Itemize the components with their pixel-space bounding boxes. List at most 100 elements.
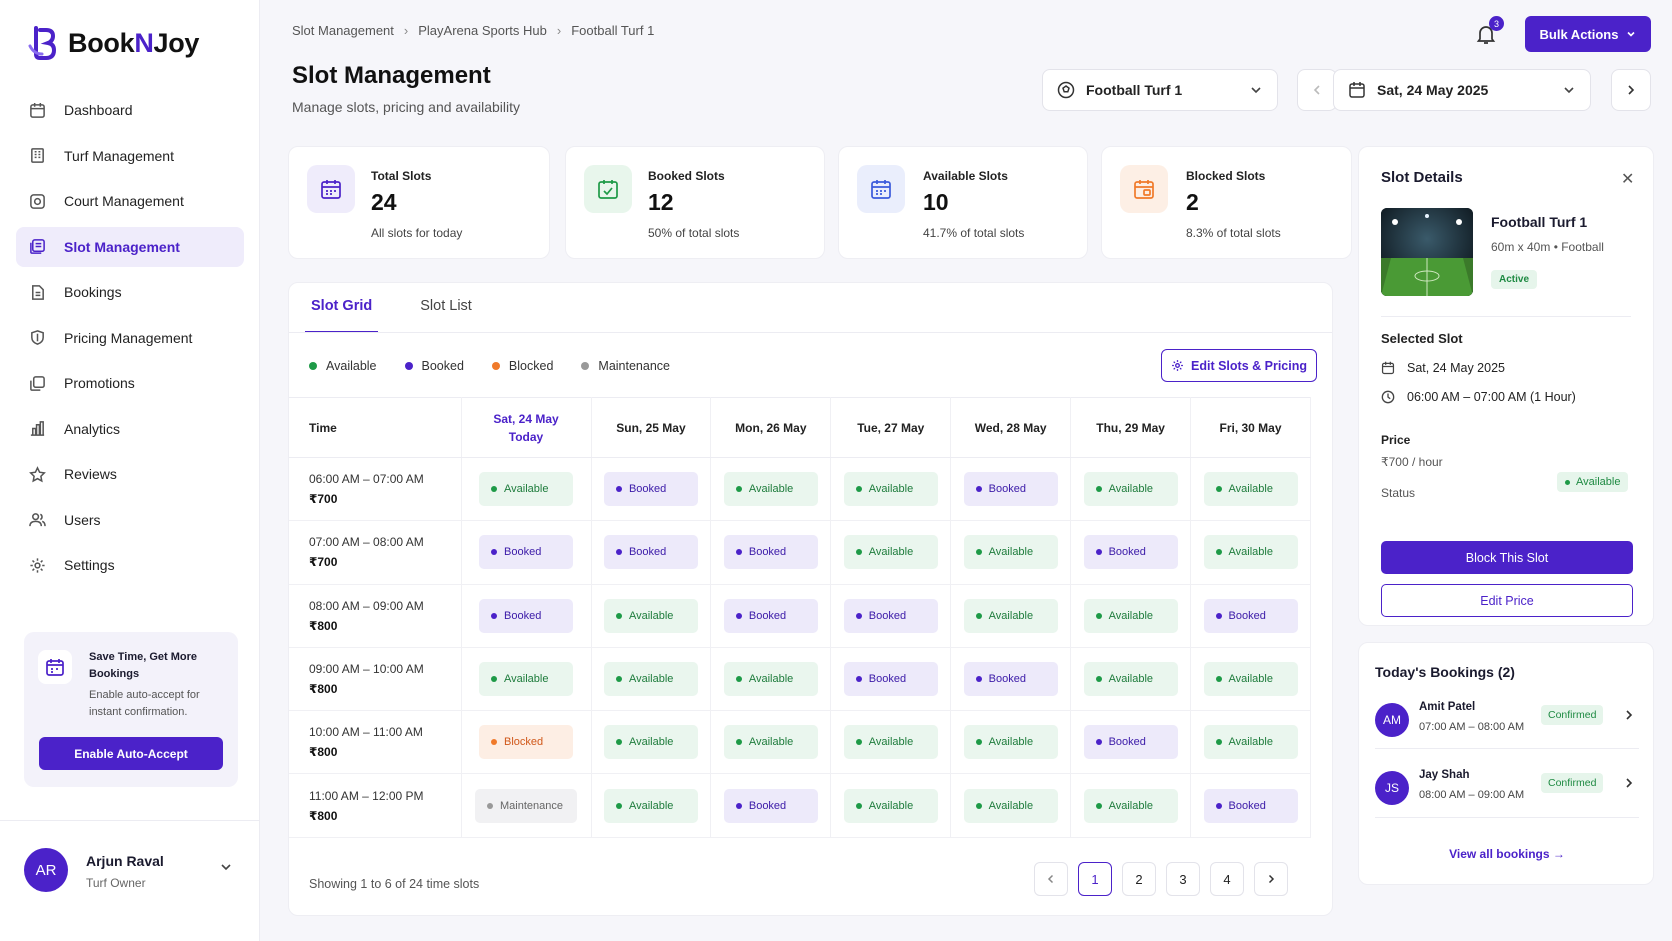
sidebar-item-slot-management[interactable]: Slot Management xyxy=(16,226,244,267)
slot-status-chip[interactable]: Blocked xyxy=(479,725,573,760)
sidebar-item-settings[interactable]: Settings xyxy=(16,545,244,585)
page-button[interactable]: 3 xyxy=(1166,862,1200,896)
slot-status-label: Available xyxy=(748,483,794,496)
user-profile[interactable]: AR Arjun Raval Turf Owner xyxy=(0,820,259,941)
chevron-right-icon[interactable] xyxy=(1623,709,1635,721)
status-dot xyxy=(735,612,742,619)
slot-status-label: Available xyxy=(988,546,1034,559)
slot-status-chip[interactable]: Booked xyxy=(843,598,938,633)
sidebar-item-users[interactable]: Users xyxy=(16,500,244,540)
block-slot-button[interactable]: Block This Slot xyxy=(1381,541,1633,574)
slot-status-chip[interactable]: Available xyxy=(479,472,573,507)
slot-status-chip[interactable]: Available xyxy=(843,535,938,570)
view-all-bookings-link[interactable]: View all bookings → xyxy=(1449,847,1565,861)
column-header-day[interactable]: Tue, 27 May xyxy=(830,397,952,458)
slot-status-chip[interactable]: Available xyxy=(963,598,1058,633)
stat-sub: 41.7% of total slots xyxy=(923,226,1025,240)
sidebar-item-reviews[interactable]: Reviews xyxy=(16,454,244,494)
tab-slot-grid[interactable]: Slot Grid xyxy=(305,283,379,333)
slot-status-chip[interactable]: Available xyxy=(843,472,938,507)
slot-status-chip[interactable]: Booked xyxy=(1203,788,1298,823)
slot-status-chip[interactable]: Available xyxy=(963,725,1058,760)
slot-status-chip[interactable]: Available xyxy=(603,662,698,697)
edit-price-button[interactable]: Edit Price xyxy=(1381,584,1633,617)
sidebar-item-turf-management[interactable]: Turf Management xyxy=(16,136,244,176)
bulk-actions-button[interactable]: Bulk Actions xyxy=(1525,16,1651,52)
chevron-down-icon[interactable] xyxy=(220,861,232,873)
column-header-day[interactable]: Thu, 29 May xyxy=(1070,397,1192,458)
tab-slot-list[interactable]: Slot List xyxy=(420,298,472,314)
sidebar-item-analytics[interactable]: Analytics xyxy=(16,409,244,449)
column-header-day[interactable]: Mon, 26 May xyxy=(710,397,832,458)
slot-status-chip[interactable]: Available xyxy=(723,472,818,507)
sidebar-item-promotions[interactable]: Promotions xyxy=(16,363,244,403)
slot-status-chip[interactable]: Available xyxy=(843,725,938,760)
next-page-button[interactable] xyxy=(1254,862,1288,896)
slot-status-chip[interactable]: Booked xyxy=(479,535,573,570)
column-header-day[interactable]: Sat, 24 May Today xyxy=(461,397,592,458)
slot-status-chip[interactable]: Available xyxy=(479,662,573,697)
slot-status-chip[interactable]: Booked xyxy=(723,598,818,633)
breadcrumb-item[interactable]: Slot Management xyxy=(292,23,394,38)
slot-status-chip[interactable]: Available xyxy=(1203,725,1298,760)
slot-status-chip[interactable]: Booked xyxy=(603,535,698,570)
prev-page-button[interactable] xyxy=(1034,862,1068,896)
page-button[interactable]: 4 xyxy=(1210,862,1244,896)
turf-select[interactable]: Football Turf 1 xyxy=(1042,69,1278,111)
slot-status-chip[interactable]: Booked xyxy=(479,598,573,633)
booking-item[interactable]: JS Jay Shah 08:00 AM – 09:00 AM Confirme… xyxy=(1375,769,1639,831)
sidebar-item-court-management[interactable]: Court Management xyxy=(16,181,244,221)
slot-time: 07:00 AM – 08:00 AM xyxy=(309,535,424,550)
date-select[interactable]: Sat, 24 May 2025 xyxy=(1333,69,1591,111)
close-icon[interactable]: ✕ xyxy=(1621,171,1635,188)
column-header-day[interactable]: Wed, 28 May xyxy=(950,397,1072,458)
slot-price: ₹800 xyxy=(309,745,338,760)
slot-status-chip[interactable]: Available xyxy=(603,598,698,633)
booking-item[interactable]: AM Amit Patel 07:00 AM – 08:00 AM Confir… xyxy=(1375,701,1639,763)
slot-status-chip[interactable]: Available xyxy=(1203,472,1298,507)
slot-status-chip[interactable]: Booked xyxy=(1203,598,1298,633)
bell-icon[interactable] xyxy=(1474,22,1498,46)
next-date-button[interactable] xyxy=(1611,69,1651,111)
slot-status-chip[interactable]: Booked xyxy=(1083,535,1178,570)
slot-status-chip[interactable]: Booked xyxy=(603,472,698,507)
breadcrumb-item[interactable]: Football Turf 1 xyxy=(571,23,655,38)
slot-status-chip[interactable]: Booked xyxy=(843,662,938,697)
slot-status-chip[interactable]: Available xyxy=(1083,598,1178,633)
previous-date-button[interactable] xyxy=(1297,69,1337,111)
slot-status-chip[interactable]: Available xyxy=(1083,662,1178,697)
chevron-right-icon[interactable] xyxy=(1623,777,1635,789)
slot-status-chip[interactable]: Available xyxy=(1203,662,1298,697)
column-header-day[interactable]: Fri, 30 May xyxy=(1190,397,1311,458)
slot-status-chip[interactable]: Available xyxy=(603,725,698,760)
page-button[interactable]: 1 xyxy=(1078,862,1112,896)
brand-logo[interactable]: BookNJoy xyxy=(26,24,199,62)
slot-status-chip[interactable]: Booked xyxy=(963,662,1058,697)
enable-auto-accept-button[interactable]: Enable Auto-Accept xyxy=(39,737,223,770)
slot-status-chip[interactable]: Available xyxy=(1203,535,1298,570)
slot-status-chip[interactable]: Booked xyxy=(1083,725,1178,760)
slot-status-chip[interactable]: Available xyxy=(963,788,1058,823)
slot-cell: Booked xyxy=(461,520,592,585)
sidebar-item-dashboard[interactable]: Dashboard xyxy=(16,90,244,130)
slot-status-chip[interactable]: Booked xyxy=(963,472,1058,507)
slot-status-chip[interactable]: Available xyxy=(1083,788,1178,823)
slot-status-chip[interactable]: Maintenance xyxy=(475,788,577,823)
sidebar-item-bookings[interactable]: Bookings xyxy=(16,272,244,312)
slot-status-chip[interactable]: Available xyxy=(1083,472,1178,507)
slot-status-label: Available xyxy=(988,609,1034,622)
slot-status-chip[interactable]: Available xyxy=(723,725,818,760)
slot-status-chip[interactable]: Available xyxy=(843,788,938,823)
chevron-down-icon xyxy=(1251,87,1261,94)
slot-status-chip[interactable]: Booked xyxy=(723,535,818,570)
slot-status-chip[interactable]: Available xyxy=(963,535,1058,570)
column-header-day[interactable]: Sun, 25 May xyxy=(591,397,712,458)
legend-item-blocked: Blocked xyxy=(491,359,553,373)
slot-status-chip[interactable]: Available xyxy=(603,788,698,823)
sidebar-item-pricing-management[interactable]: Pricing Management xyxy=(16,318,244,358)
page-button[interactable]: 2 xyxy=(1122,862,1156,896)
edit-slots-pricing-button[interactable]: Edit Slots & Pricing xyxy=(1161,349,1317,382)
slot-status-chip[interactable]: Booked xyxy=(723,788,818,823)
slot-status-chip[interactable]: Available xyxy=(723,662,818,697)
breadcrumb-item[interactable]: PlayArena Sports Hub xyxy=(418,23,547,38)
